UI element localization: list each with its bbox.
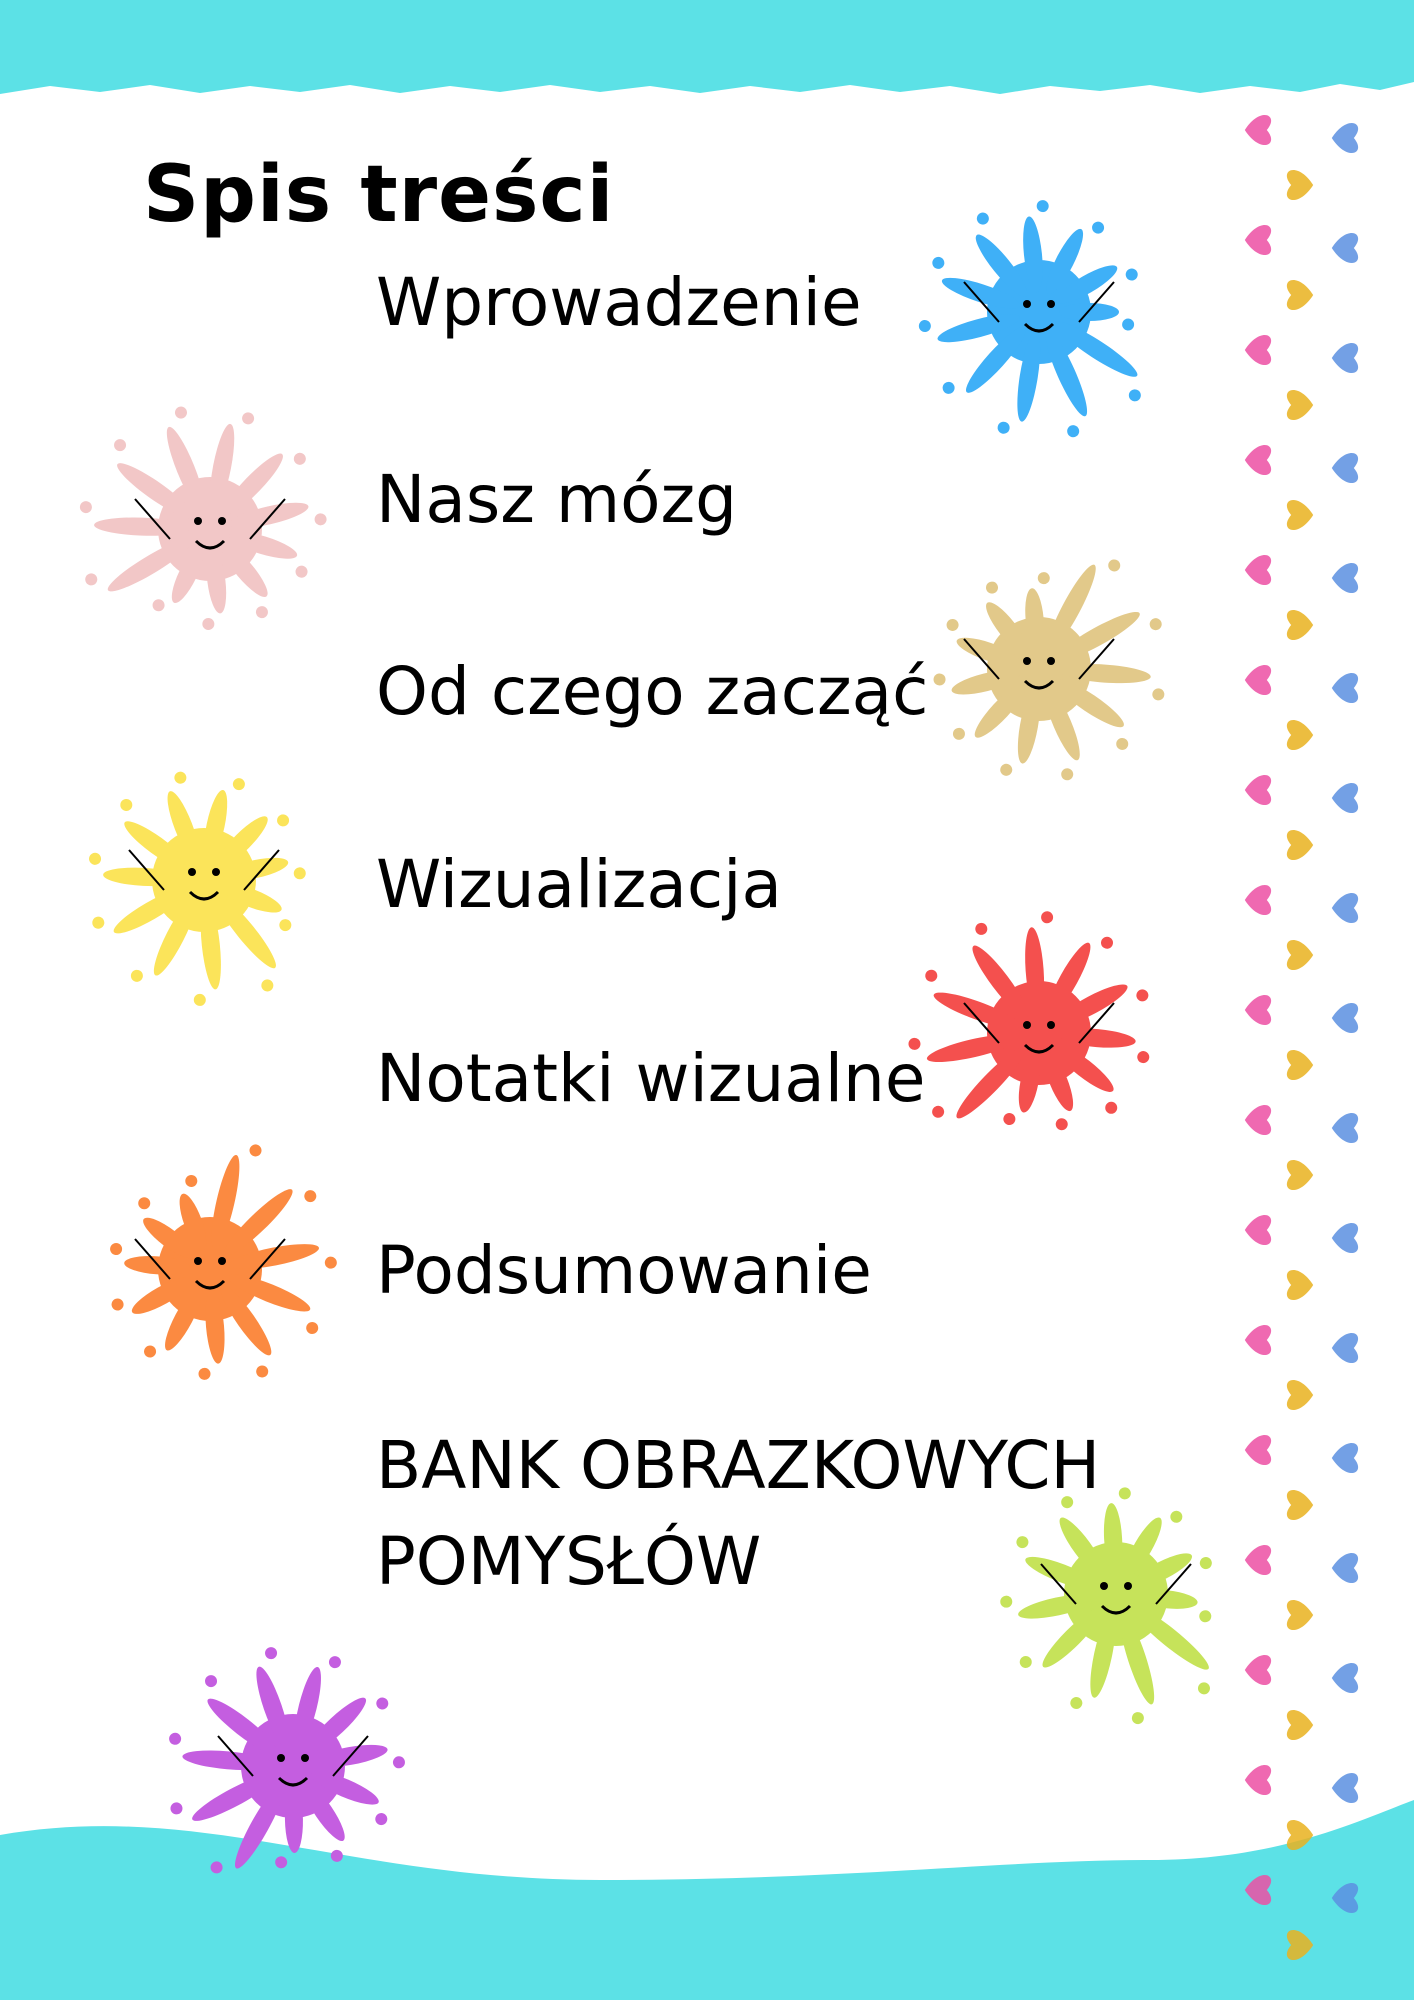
paint-splash-icon — [169, 1647, 405, 1874]
heart-icon — [1244, 884, 1272, 916]
heart-icon — [1244, 774, 1272, 806]
toc-item-bank-pomyslow[interactable]: BANK OBRAZKOWYCH POMYSŁÓW — [376, 1418, 1100, 1610]
toc-item-podsumowanie[interactable]: Podsumowanie — [376, 1232, 872, 1309]
paint-splash-icon — [918, 200, 1141, 438]
heart-icon — [1244, 1104, 1272, 1136]
heart-icon — [1244, 1214, 1272, 1246]
heart-icon — [1244, 1764, 1272, 1796]
paint-splash-icon — [1000, 1487, 1212, 1725]
bank-line-2: POMYSŁÓW — [376, 1523, 762, 1600]
heart-icon — [1244, 334, 1272, 366]
heart-icon — [1331, 1332, 1359, 1364]
heart-icon — [1244, 1434, 1272, 1466]
toc-item-notatki-wizualne[interactable]: Notatki wizualne — [376, 1040, 926, 1117]
toc-item-od-czego-zaczac[interactable]: Od czego zacząć — [376, 653, 929, 730]
heart-icon — [1331, 1882, 1359, 1914]
heart-icon — [1331, 1442, 1359, 1474]
heart-icon — [1244, 224, 1272, 256]
heart-icon — [1331, 452, 1359, 484]
heart-icon — [1331, 782, 1359, 814]
bank-line-1: BANK OBRAZKOWYCH — [376, 1427, 1101, 1504]
top-band — [0, 0, 1414, 94]
heart-icon — [1286, 1929, 1314, 1961]
heart-icon — [1244, 1544, 1272, 1576]
paint-splash-icon — [110, 1144, 337, 1380]
heart-icon — [1286, 1379, 1314, 1411]
paint-splash-icon — [89, 771, 306, 1006]
heart-icon — [1286, 719, 1314, 751]
page-title: Spis treści — [143, 150, 615, 240]
heart-icon — [1286, 169, 1314, 201]
heart-icon — [1286, 1709, 1314, 1741]
toc-item-nasz-mozg[interactable]: Nasz mózg — [376, 461, 738, 538]
heart-icon — [1244, 1874, 1272, 1906]
heart-icon — [1244, 114, 1272, 146]
heart-icon — [1244, 444, 1272, 476]
heart-icon — [1331, 1772, 1359, 1804]
paint-splash-icon — [908, 911, 1150, 1131]
heart-icon — [1286, 1159, 1314, 1191]
heart-icon — [1286, 609, 1314, 641]
heart-icon — [1286, 829, 1314, 861]
toc-item-wprowadzenie[interactable]: Wprowadzenie — [376, 264, 862, 341]
heart-icon — [1331, 1662, 1359, 1694]
paint-splash-icon — [79, 406, 327, 630]
heart-icon — [1244, 994, 1272, 1026]
heart-icon — [1286, 939, 1314, 971]
heart-icon — [1331, 672, 1359, 704]
heart-icon — [1331, 232, 1359, 264]
paint-splash-characters — [79, 200, 1212, 1874]
heart-icon — [1286, 499, 1314, 531]
heart-icon — [1244, 1324, 1272, 1356]
bottom-wave — [0, 1800, 1414, 2000]
heart-icon — [1331, 1552, 1359, 1584]
heart-icon — [1286, 279, 1314, 311]
heart-icon — [1286, 1599, 1314, 1631]
heart-icon — [1244, 1654, 1272, 1686]
heart-icon — [1331, 122, 1359, 154]
heart-icon — [1244, 664, 1272, 696]
toc-item-wizualizacja[interactable]: Wizualizacja — [376, 846, 782, 923]
heart-icon — [1331, 892, 1359, 924]
heart-icon — [1331, 562, 1359, 594]
paint-splash-icon — [933, 559, 1165, 781]
heart-icon — [1331, 342, 1359, 374]
heart-icon — [1286, 1269, 1314, 1301]
heart-icon — [1286, 1489, 1314, 1521]
heart-icon — [1286, 1049, 1314, 1081]
hearts-border — [1244, 114, 1359, 1961]
heart-icon — [1286, 1819, 1314, 1851]
heart-icon — [1331, 1002, 1359, 1034]
heart-icon — [1286, 389, 1314, 421]
heart-icon — [1244, 554, 1272, 586]
heart-icon — [1331, 1222, 1359, 1254]
heart-icon — [1331, 1112, 1359, 1144]
